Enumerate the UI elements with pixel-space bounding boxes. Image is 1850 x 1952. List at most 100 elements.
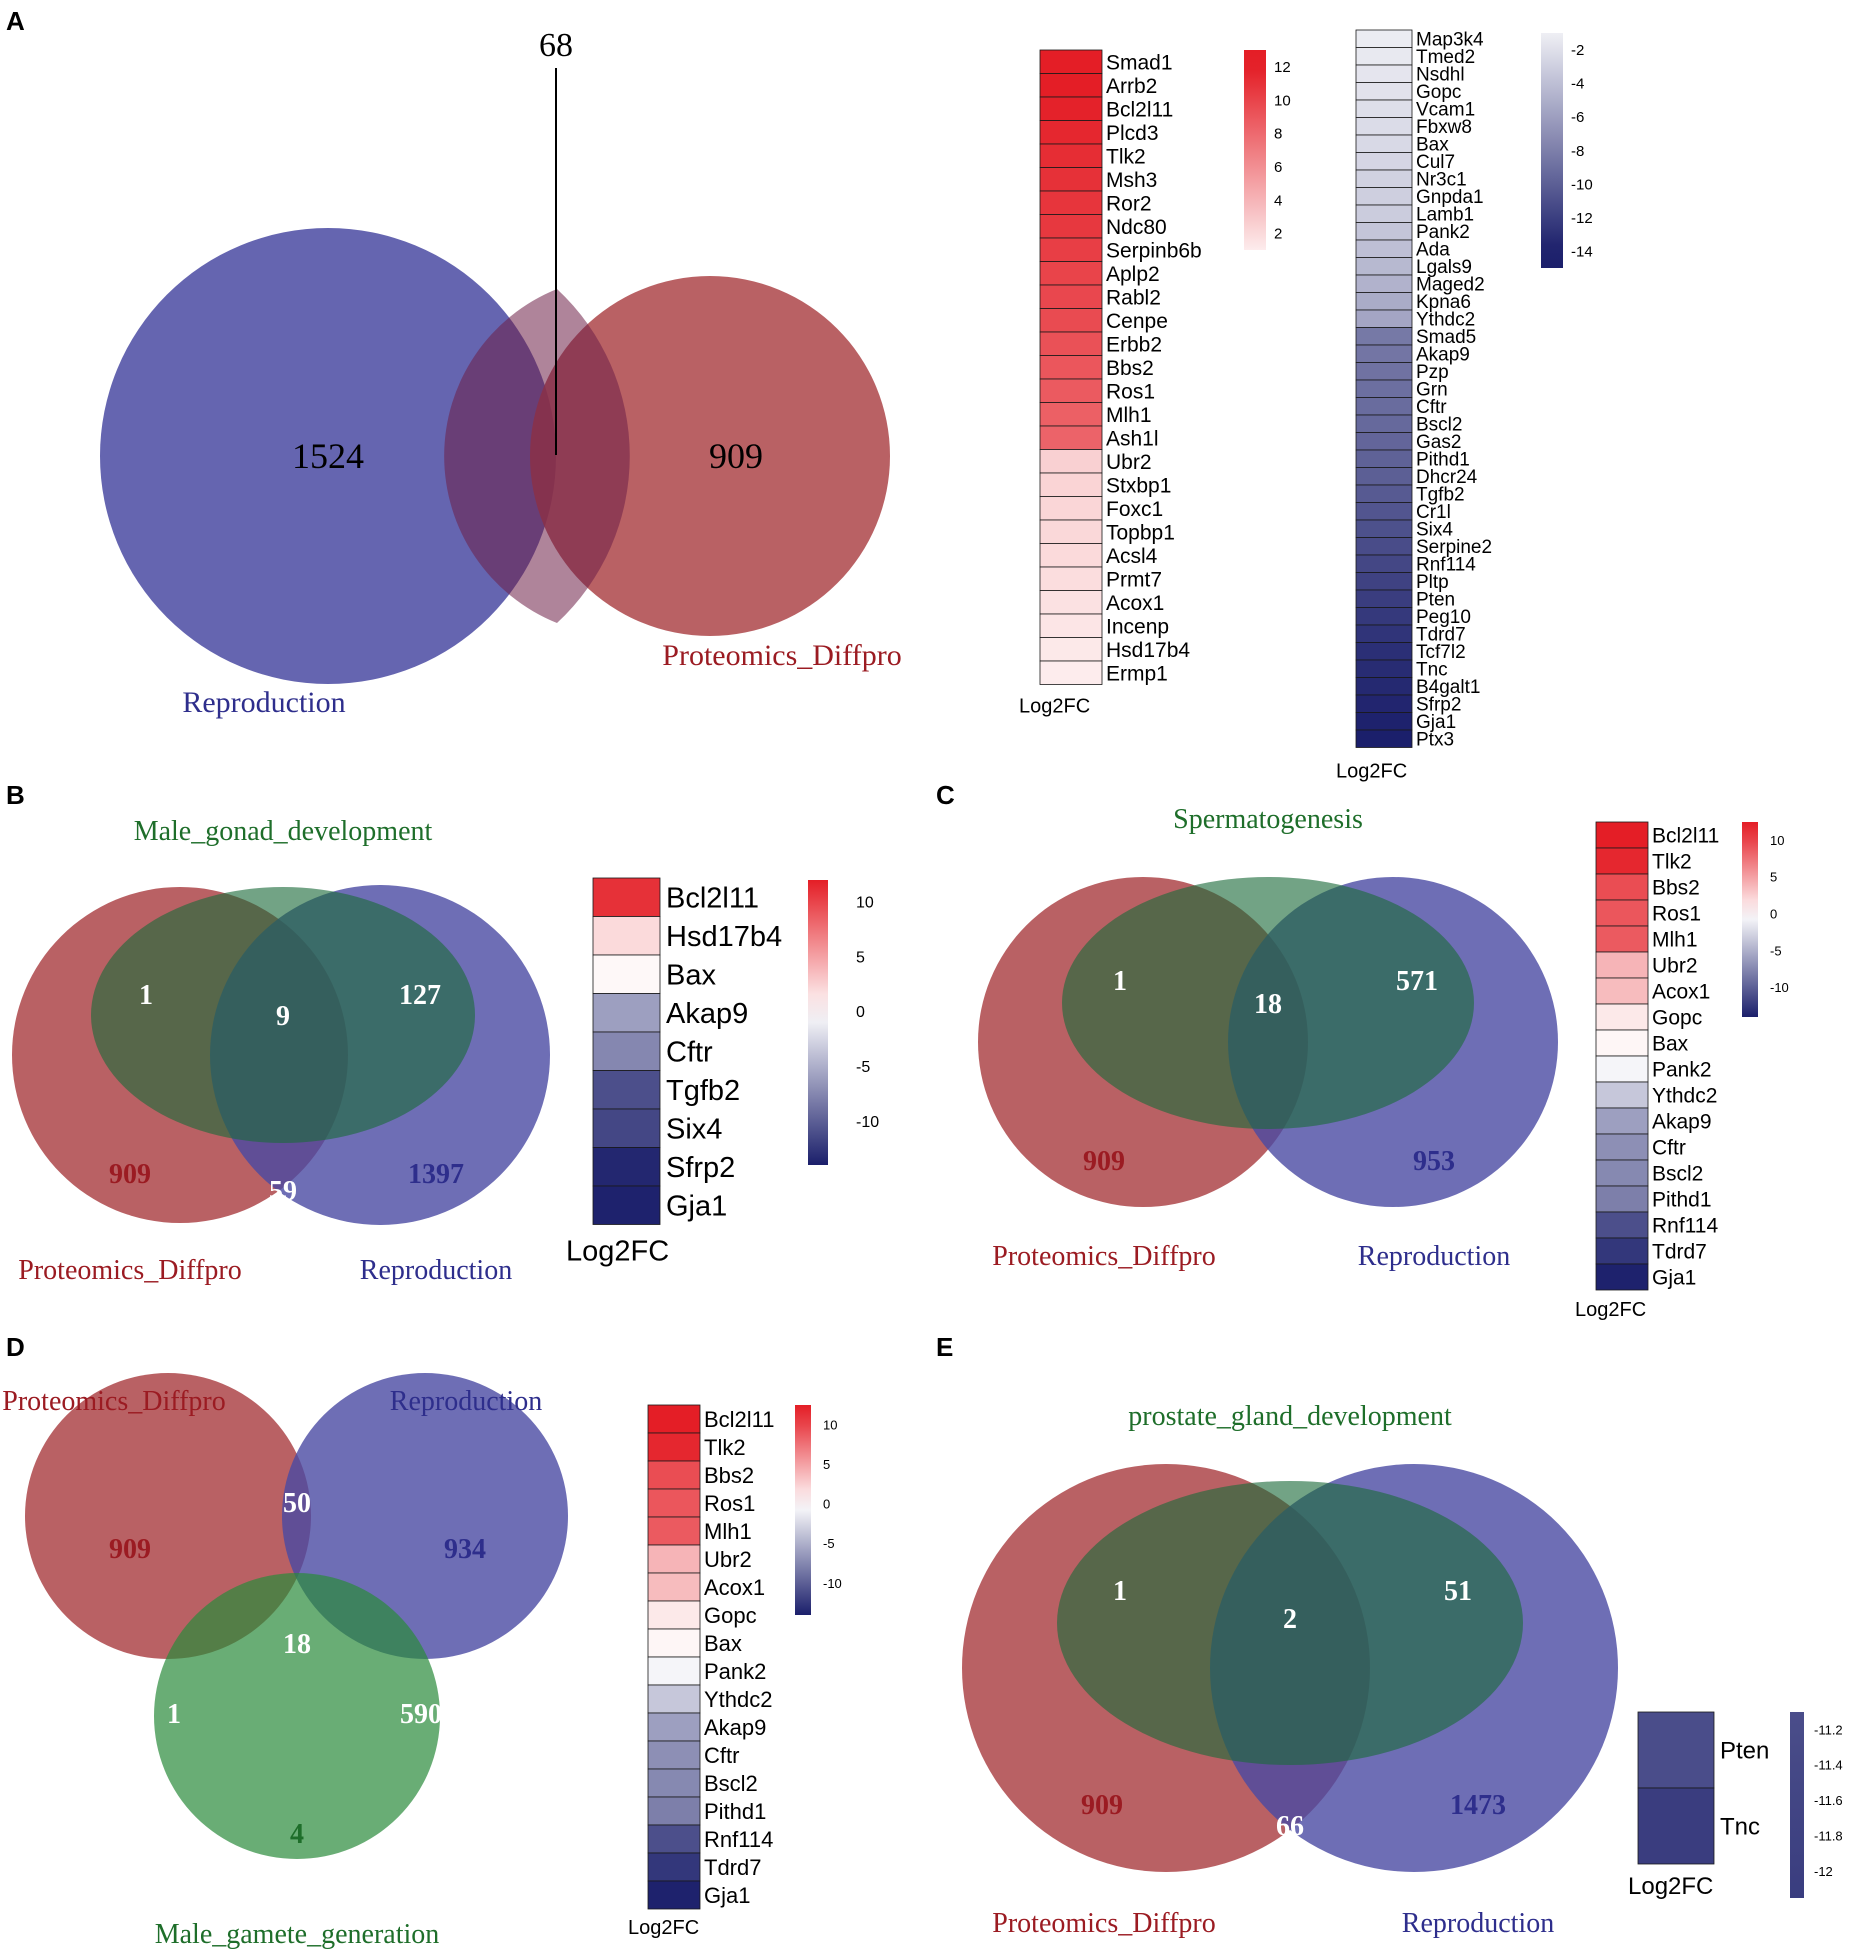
venn-b-ellipse-gonad bbox=[91, 887, 475, 1143]
heatmap-gene-label: Cftr bbox=[666, 1037, 713, 1069]
heatmap-gene-label: Aplp2 bbox=[1106, 263, 1160, 286]
heatmap-a-down: Map3k4Tmed2NsdhlGopcVcam1Fbxw8BaxCul7Nr3… bbox=[1336, 30, 1593, 783]
heatmap-gene-label: Akap9 bbox=[1416, 345, 1470, 366]
heatmap-cell bbox=[1355, 554, 1413, 573]
venn-d-count: 1 bbox=[167, 1699, 181, 1730]
venn-b-count: 1397 bbox=[408, 1159, 464, 1190]
heatmap-gene-label: Hsd17b4 bbox=[666, 921, 782, 953]
heatmap-gene-label: Pithd1 bbox=[704, 1799, 766, 1824]
heatmap-gene-label: Cftr bbox=[1416, 397, 1447, 418]
colorbar-tick-label: 2 bbox=[1274, 226, 1282, 243]
heatmap-cell bbox=[1595, 1055, 1649, 1083]
heatmap-cell bbox=[592, 916, 661, 956]
heatmap-gene-label: Gja1 bbox=[704, 1883, 750, 1908]
heatmap-cell bbox=[1039, 49, 1103, 74]
colorbar-tick-label: 0 bbox=[823, 1497, 830, 1512]
heatmap-gene-label: Gja1 bbox=[1416, 712, 1456, 733]
heatmap-cell bbox=[1039, 284, 1103, 309]
heatmap-cell bbox=[647, 1880, 701, 1910]
venn-c-label-right: Reproduction bbox=[1358, 1241, 1510, 1272]
venn-c-count: 953 bbox=[1413, 1146, 1455, 1177]
heatmap-gene-label: Incenp bbox=[1106, 615, 1169, 638]
heatmap-colorbar bbox=[795, 1405, 811, 1615]
heatmap-gene-label: Akap9 bbox=[1652, 1111, 1712, 1134]
venn-d-count: 909 bbox=[109, 1534, 151, 1565]
heatmap-cell bbox=[1355, 589, 1413, 608]
heatmap-gene-label: Bcl2l11 bbox=[704, 1407, 775, 1432]
heatmap-cell bbox=[647, 1544, 701, 1574]
heatmap-gene-label: Acsl4 bbox=[1106, 545, 1158, 568]
heatmap-gene-label: Tmed2 bbox=[1416, 47, 1475, 68]
venn-c-count: 1 bbox=[1113, 966, 1127, 997]
heatmap-cell bbox=[592, 1147, 661, 1187]
colorbar-tick-label: -6 bbox=[1571, 109, 1584, 126]
heatmap-cell bbox=[1595, 1107, 1649, 1135]
heatmap-cell bbox=[647, 1488, 701, 1518]
colorbar-tick-label: 0 bbox=[1770, 907, 1777, 922]
colorbar-tick-label: -10 bbox=[856, 1114, 879, 1131]
heatmap-gene-label: Tnc bbox=[1416, 660, 1448, 681]
heatmap-gene-label: Nsdhl bbox=[1416, 65, 1465, 86]
heatmap-cell bbox=[1039, 214, 1103, 239]
heatmap-axis-label: Log2FC bbox=[628, 1917, 699, 1939]
heatmap-cell bbox=[1039, 308, 1103, 333]
heatmap-cell bbox=[647, 1572, 701, 1602]
heatmap-cell bbox=[1355, 607, 1413, 626]
venn-e-label-top: prostate_gland_development bbox=[1128, 1401, 1452, 1432]
venn-e-count: 66 bbox=[1276, 1811, 1304, 1842]
heatmap-cell bbox=[1355, 29, 1413, 48]
heatmap-gene-label: Cenpe bbox=[1106, 310, 1168, 333]
heatmap-gene-label: Nr3c1 bbox=[1416, 170, 1467, 191]
heatmap-gene-label: Bbs2 bbox=[1652, 877, 1700, 900]
heatmap-cell bbox=[1355, 537, 1413, 556]
heatmap-gene-label: Gnpda1 bbox=[1416, 187, 1484, 208]
colorbar-tick-label: -11.6 bbox=[1814, 1793, 1843, 1808]
heatmap-cell bbox=[1355, 659, 1413, 678]
heatmap-cell bbox=[1595, 977, 1649, 1005]
heatmap-gene-label: Ror2 bbox=[1106, 192, 1152, 215]
heatmap-gene-label: Tcf7l2 bbox=[1416, 642, 1466, 663]
venn-c-ellipse-spermatogenesis bbox=[1062, 877, 1474, 1129]
heatmap-cell bbox=[647, 1516, 701, 1546]
heatmap-gene-label: Ythdc2 bbox=[1416, 310, 1475, 331]
heatmap-gene-label: Maged2 bbox=[1416, 275, 1485, 296]
venn-a-right-count: 909 bbox=[709, 436, 763, 476]
heatmap-gene-label: Gas2 bbox=[1416, 432, 1461, 453]
heatmap-gene-label: Rnf114 bbox=[1416, 555, 1476, 576]
heatmap-cell bbox=[1595, 1185, 1649, 1213]
heatmap-colorbar bbox=[1742, 822, 1758, 1017]
venn-e-label-right: Reproduction bbox=[1402, 1908, 1554, 1939]
venn-a-circle-reproduction bbox=[100, 228, 556, 684]
heatmap-cell bbox=[1355, 379, 1413, 398]
venn-a-overlap bbox=[444, 289, 630, 623]
heatmap-cell bbox=[1039, 143, 1103, 168]
heatmap-cell bbox=[647, 1656, 701, 1686]
heatmap-gene-label: Ndc80 bbox=[1106, 216, 1167, 239]
heatmap-gene-label: Pzp bbox=[1416, 362, 1449, 383]
panel-b: B Male_gonad_development Proteomics_Diff… bbox=[6, 780, 879, 1286]
heatmap-gene-label: Tgfb2 bbox=[666, 1075, 740, 1107]
heatmap-cell bbox=[1355, 624, 1413, 643]
heatmap-gene-label: Topbp1 bbox=[1106, 521, 1175, 544]
heatmap-gene-label: Ros1 bbox=[704, 1491, 755, 1516]
colorbar-tick-label: 8 bbox=[1274, 126, 1282, 143]
heatmap-cell bbox=[1595, 1081, 1649, 1109]
heatmap-cell bbox=[1039, 261, 1103, 286]
venn-b-count: 59 bbox=[269, 1176, 297, 1207]
venn-e-count: 2 bbox=[1283, 1604, 1297, 1635]
colorbar-tick-label: -5 bbox=[823, 1536, 835, 1551]
heatmap-gene-label: Bax bbox=[1652, 1033, 1689, 1056]
heatmap-gene-label: Tlk2 bbox=[1106, 145, 1146, 168]
heatmap-gene-label: Six4 bbox=[666, 1114, 722, 1146]
colorbar-tick-label: -11.2 bbox=[1814, 1722, 1843, 1737]
heatmap-gene-label: Sfrp2 bbox=[666, 1152, 735, 1184]
heatmap-cell bbox=[1355, 432, 1413, 451]
heatmap-cell bbox=[1595, 821, 1649, 849]
panel-c-label: C bbox=[936, 780, 955, 810]
colorbar-tick-label: -4 bbox=[1571, 76, 1584, 93]
heatmap-cell bbox=[1039, 519, 1103, 544]
colorbar-tick-label: 10 bbox=[823, 1417, 837, 1432]
venn-d-label-top-left: Proteomics_Diffpro bbox=[2, 1386, 225, 1417]
heatmap-cell bbox=[1595, 925, 1649, 953]
heatmap-cell bbox=[1039, 378, 1103, 403]
